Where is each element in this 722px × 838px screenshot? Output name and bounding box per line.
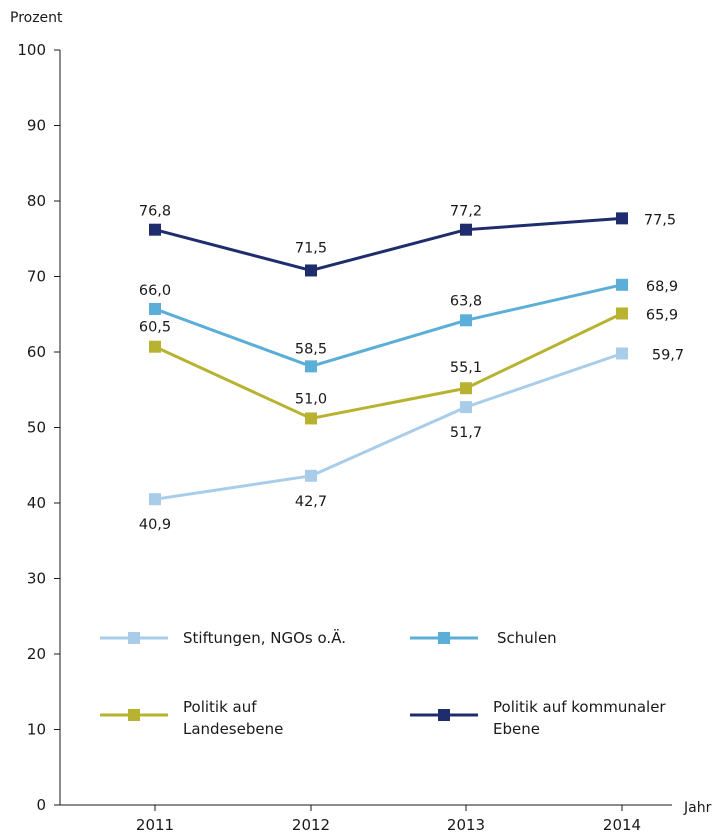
data-label: 76,8 bbox=[139, 204, 171, 220]
data-point bbox=[616, 278, 628, 291]
data-label: 40,9 bbox=[139, 517, 171, 533]
legend-item-3: Politik auf kommunaler Ebene bbox=[410, 698, 666, 738]
data-point bbox=[616, 212, 628, 225]
legend-item-2: Politik auf Landesebene bbox=[100, 698, 283, 738]
data-label: 51,0 bbox=[295, 391, 327, 407]
data-label: 65,9 bbox=[646, 307, 678, 323]
data-label: 42,7 bbox=[295, 494, 327, 510]
data-label: 68,9 bbox=[646, 279, 678, 295]
series-line bbox=[154, 283, 623, 368]
data-point bbox=[149, 223, 161, 236]
data-point bbox=[460, 401, 472, 414]
y-tick-label: 10 bbox=[27, 721, 46, 739]
y-tick-label: 50 bbox=[27, 419, 46, 437]
data-point bbox=[149, 493, 161, 506]
x-tick-label: 2014 bbox=[603, 816, 641, 834]
series-line bbox=[154, 312, 623, 420]
y-tick-label: 40 bbox=[27, 494, 46, 512]
legend-marker bbox=[438, 632, 450, 644]
data-label: 77,5 bbox=[644, 212, 676, 228]
y-tick-label: 20 bbox=[27, 645, 46, 663]
series-2 bbox=[149, 307, 628, 425]
y-tick-label: 70 bbox=[27, 268, 46, 286]
data-label: 66,0 bbox=[139, 283, 171, 299]
series-line bbox=[154, 216, 623, 272]
legend-item-0: Stiftungen, NGOs o.Ä. bbox=[100, 628, 346, 647]
data-label: 58,5 bbox=[295, 341, 327, 357]
y-tick-label: 100 bbox=[17, 41, 46, 59]
x-tick-label: 2013 bbox=[447, 816, 485, 834]
series-line bbox=[154, 352, 623, 501]
legend-marker bbox=[128, 632, 140, 644]
y-ticks: 0 10 20 30 40 50 60 70 80 90 100 bbox=[17, 41, 60, 814]
data-point bbox=[460, 223, 472, 236]
legend-label: Schulen bbox=[497, 629, 557, 647]
data-labels: 40,9 42,7 51,7 59,7 66,0 58,5 63,8 68,9 60,5 51,0… bbox=[139, 204, 684, 534]
data-label: 51,7 bbox=[450, 425, 482, 441]
legend-label: Politik auf Landesebene bbox=[183, 698, 283, 738]
legend-label: Stiftungen, NGOs o.Ä. bbox=[183, 628, 346, 647]
y-tick-label: 30 bbox=[27, 570, 46, 588]
data-point bbox=[305, 469, 317, 482]
data-label: 55,1 bbox=[450, 360, 482, 376]
data-point bbox=[616, 307, 628, 320]
legend: Stiftungen, NGOs o.Ä. Schulen Politik auf L… bbox=[100, 628, 666, 738]
series-lines bbox=[149, 212, 628, 506]
data-point bbox=[149, 340, 161, 353]
y-axis-title: Prozent bbox=[10, 10, 63, 26]
y-tick-label: 80 bbox=[27, 192, 46, 210]
data-point bbox=[460, 314, 472, 327]
series-1 bbox=[149, 278, 628, 373]
legend-item-1: Schulen bbox=[410, 629, 557, 647]
x-ticks: 2011 2012 2013 2014 bbox=[136, 805, 641, 834]
data-point bbox=[460, 382, 472, 395]
data-point bbox=[305, 412, 317, 425]
data-label: 63,8 bbox=[450, 293, 482, 309]
x-tick-label: 2012 bbox=[292, 816, 330, 834]
legend-marker bbox=[128, 709, 140, 721]
data-point bbox=[305, 264, 317, 277]
legend-marker bbox=[438, 709, 450, 721]
data-point bbox=[616, 347, 628, 360]
x-tick-label: 2011 bbox=[136, 816, 174, 834]
data-label: 71,5 bbox=[295, 240, 327, 256]
data-label: 77,2 bbox=[450, 204, 482, 220]
data-label: 60,5 bbox=[139, 320, 171, 336]
legend-label: Politik auf kommunaler Ebene bbox=[493, 698, 666, 738]
data-label: 59,7 bbox=[652, 348, 684, 364]
y-tick-label: 90 bbox=[27, 117, 46, 135]
series-0 bbox=[149, 347, 628, 506]
y-tick-label: 60 bbox=[27, 343, 46, 361]
series-3 bbox=[149, 212, 628, 277]
data-point bbox=[305, 360, 317, 373]
y-tick-label: 0 bbox=[36, 796, 46, 814]
x-axis-title: Jahr bbox=[683, 800, 712, 816]
data-point bbox=[149, 302, 161, 315]
